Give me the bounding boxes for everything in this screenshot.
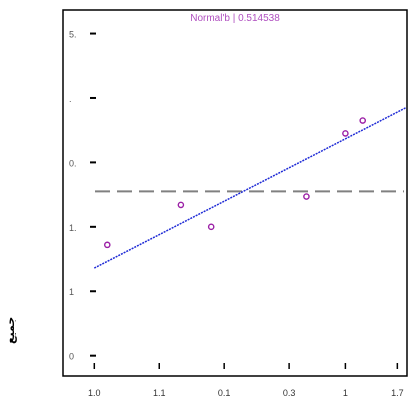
y-tick-label: . bbox=[69, 94, 72, 104]
x-tick-label: 1.0 bbox=[88, 388, 101, 398]
y-tick-label: 0. bbox=[69, 158, 77, 168]
y-tick-label: 1 bbox=[69, 287, 74, 297]
x-tick-label: 1.1 bbox=[153, 388, 166, 398]
x-tick-label: 1.7 bbox=[391, 388, 404, 398]
x-tick-label: 0.1 bbox=[218, 388, 231, 398]
fit-line bbox=[93, 106, 407, 269]
data-point bbox=[207, 223, 215, 231]
plot-frame bbox=[62, 9, 408, 377]
x-tick-label: 0.3 bbox=[283, 388, 296, 398]
x-tick-label: 1 bbox=[343, 388, 348, 398]
y-axis-label: جميع bbox=[5, 316, 17, 344]
chart-title: Normal'b | 0.514538 bbox=[190, 13, 280, 24]
data-point bbox=[342, 130, 349, 137]
data-point bbox=[103, 241, 111, 249]
y-tick-label: 5. bbox=[69, 30, 77, 40]
y-tick-label: 1. bbox=[69, 223, 77, 233]
data-point bbox=[177, 201, 185, 209]
data-points bbox=[103, 117, 367, 249]
data-point bbox=[359, 117, 367, 124]
y-tick-label: 0 bbox=[69, 352, 74, 362]
y-axis: 0 1 1. 0.. 5. bbox=[69, 30, 96, 362]
x-axis: 1.0 1.1 0.1 0.3 1 1.7 bbox=[88, 363, 404, 398]
data-point bbox=[303, 193, 310, 200]
